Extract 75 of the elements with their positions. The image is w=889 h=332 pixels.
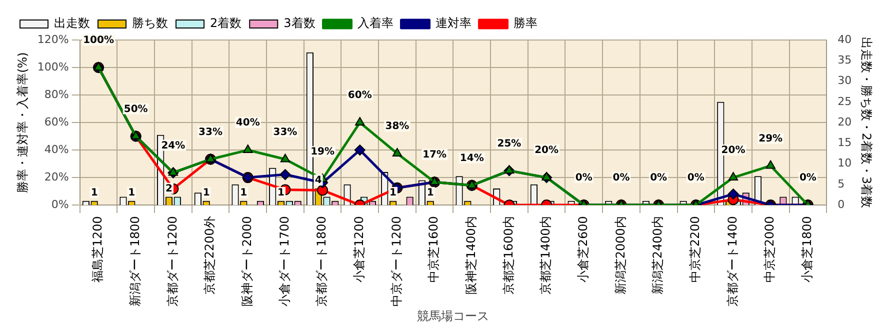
legend-label: 勝率	[513, 16, 538, 30]
data-label: 1	[426, 188, 434, 199]
data-label: 20%	[721, 145, 746, 156]
x-tick-label: 京都芝1600内	[501, 216, 516, 295]
y2-tick-label: 5	[838, 177, 845, 190]
x-tick-label: 新潟芝2000内	[613, 216, 628, 295]
y2-tick-label: 0	[838, 198, 845, 211]
data-label: 1	[128, 188, 136, 199]
y-tick-label: 0%	[51, 198, 69, 211]
x-tick-label: 京都芝1400内	[538, 216, 553, 295]
data-label: 29%	[758, 133, 783, 144]
legend-label: 3着数	[284, 16, 316, 30]
x-tick-label: 阪神ダート2000	[240, 216, 254, 307]
y2-axis-title: 出走数・勝ち数・2着数・3着数	[860, 36, 874, 208]
data-label: 38%	[385, 121, 410, 132]
data-label: 33%	[198, 126, 222, 138]
data-label: 4	[314, 175, 322, 186]
y2-tick-label: 10	[838, 156, 852, 170]
data-label: 20%	[534, 145, 559, 156]
y2-tick-label: 35	[838, 53, 852, 66]
data-label: 24%	[161, 140, 186, 152]
x-tick-label: 新潟芝2400内	[650, 216, 665, 295]
x-tick-label: 小倉芝1200	[352, 216, 366, 283]
x-tick-label: 中京芝2000	[762, 216, 777, 283]
x-tick-label: 阪神芝1400内	[464, 216, 478, 295]
data-label: 0%	[687, 172, 704, 184]
x-tick-label: 小倉芝1800	[800, 216, 814, 283]
legend-label: 勝ち数	[132, 16, 168, 30]
x-axis-title: 競馬場コース	[417, 308, 490, 323]
data-label: 1	[90, 188, 98, 199]
data-label: 25%	[497, 138, 522, 150]
legend-label: 連対率	[435, 16, 472, 30]
x-tick-label: 京都ダート1200	[165, 216, 180, 307]
x-tick-label: 福島芝1200	[90, 216, 105, 283]
y-tick-label: 20%	[44, 170, 69, 184]
data-label: 0%	[575, 172, 592, 184]
legend-label: 2着数	[210, 16, 242, 30]
data-label: 50%	[124, 104, 148, 115]
x-tick-label: 京都ダート1400	[725, 216, 740, 307]
y-tick-label: 100%	[37, 60, 69, 74]
x-tick-label: 小倉ダート1700	[277, 216, 292, 307]
data-label: 0%	[650, 172, 668, 184]
y2-tick-label: 15	[838, 136, 852, 150]
y2-tick-label: 20	[838, 115, 852, 128]
data-label: 19%	[310, 146, 335, 158]
data-label: 100%	[83, 35, 114, 46]
data-label: 1	[202, 188, 210, 199]
x-tick-label: 京都ダート1800	[314, 216, 329, 307]
data-label: 1	[240, 188, 248, 199]
legend-label: 入着率	[357, 16, 394, 30]
y-tick-label: 60%	[44, 115, 69, 128]
x-tick-label: 新潟ダート1800	[128, 216, 142, 307]
data-label: 1	[390, 188, 397, 199]
data-label: 0%	[612, 172, 630, 184]
data-label: 14%	[460, 152, 484, 164]
y2-tick-label: 40	[838, 32, 852, 46]
x-tick-label: 中京ダート1200	[389, 216, 404, 307]
y-tick-label: 40%	[44, 142, 69, 156]
y-axis-title: 勝率・連対率・入着率(%)	[15, 52, 30, 193]
x-tick-label: 小倉芝2600	[576, 216, 590, 283]
y-tick-label: 120%	[37, 32, 69, 46]
data-label: 1	[278, 188, 285, 199]
data-label: 33%	[273, 126, 298, 138]
data-label: 0%	[799, 172, 816, 184]
data-label: 60%	[348, 90, 372, 102]
x-tick-label: 中京芝1600	[426, 216, 441, 283]
x-tick-label: 中京芝2200	[688, 216, 702, 283]
x-tick-label: 京都芝2200外	[202, 216, 217, 295]
legend-label: 出走数	[54, 16, 90, 30]
y-tick-label: 80%	[44, 88, 69, 101]
data-label: 2	[166, 183, 173, 194]
data-label: 40%	[236, 118, 260, 129]
y2-tick-label: 30	[838, 74, 852, 88]
y2-tick-label: 25	[838, 94, 852, 108]
data-label: 17%	[422, 150, 447, 161]
